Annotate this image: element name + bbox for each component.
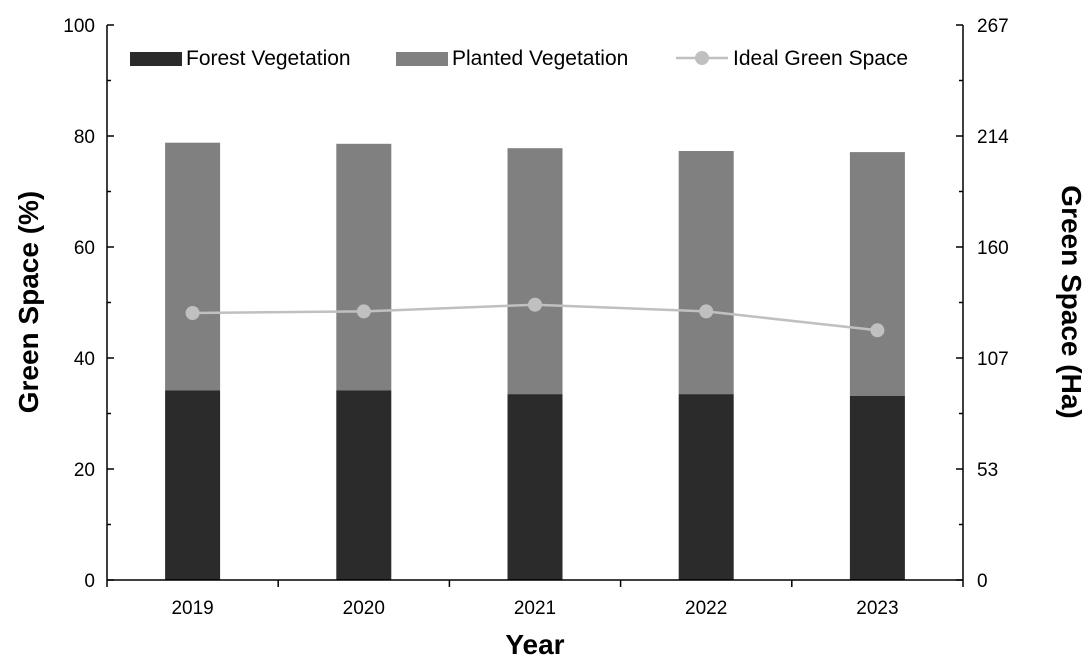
ideal-point-2021 — [528, 297, 542, 312]
y-tick-label: 40 — [74, 349, 95, 370]
x-tick-label-2022: 2022 — [685, 598, 727, 619]
legend-label-planted: Planted Vegetation — [452, 47, 628, 70]
legend-swatch-planted — [396, 52, 448, 66]
bar-forest-2020 — [336, 390, 392, 580]
axes-group: 0 20 40 60 80 100 0 53 107 160 214 267 2019 2020 2021 2… — [63, 16, 1009, 619]
y2-tick-label: 267 — [977, 16, 1009, 37]
ideal-point-2022 — [699, 304, 714, 319]
y2-tick-label: 0 — [977, 571, 988, 592]
bar-planted-2022 — [678, 151, 734, 395]
bar-planted-2020 — [336, 143, 392, 391]
y-tick-label: 80 — [74, 127, 95, 148]
y-tick-label: 0 — [84, 571, 95, 592]
bar-forest-2022 — [678, 394, 734, 580]
bar-planted-2021 — [507, 148, 563, 395]
legend-swatch-ideal-marker — [695, 51, 709, 65]
bar-planted-2019 — [165, 142, 221, 391]
legend-label-forest: Forest Vegetation — [186, 47, 351, 70]
legend-label-ideal: Ideal Green Space — [733, 47, 908, 70]
legend: Forest Vegetation Planted Vegetation Ide… — [130, 47, 908, 70]
y-tick-label: 60 — [74, 238, 95, 259]
y2-axis-title: Green Space (Ha) — [1056, 185, 1087, 418]
legend-swatch-forest — [130, 52, 182, 66]
bar-forest-2019 — [165, 390, 221, 580]
y-tick-label: 100 — [63, 16, 95, 37]
bar-planted-2023 — [849, 152, 905, 396]
ideal-point-2020 — [356, 304, 371, 319]
bars-group — [165, 142, 905, 580]
bar-forest-2023 — [849, 395, 905, 580]
x-tick-label-2020: 2020 — [343, 598, 385, 619]
y2-tick-label: 160 — [977, 238, 1009, 259]
y2-tick-label: 107 — [977, 349, 1009, 370]
x-tick-label-2021: 2021 — [514, 598, 556, 619]
ideal-point-2023 — [870, 323, 885, 338]
ideal-line-group — [185, 297, 885, 338]
y2-tick-label: 53 — [977, 460, 998, 481]
x-tick-label-2023: 2023 — [856, 598, 898, 619]
ideal-point-2019 — [185, 306, 200, 320]
y-tick-label: 20 — [74, 460, 95, 481]
bar-forest-2021 — [507, 394, 563, 580]
x-tick-label-2019: 2019 — [171, 598, 213, 619]
y-axis-title: Green Space (%) — [13, 191, 44, 414]
x-axis-title: Year — [505, 629, 564, 660]
y2-tick-label: 214 — [977, 127, 1009, 148]
